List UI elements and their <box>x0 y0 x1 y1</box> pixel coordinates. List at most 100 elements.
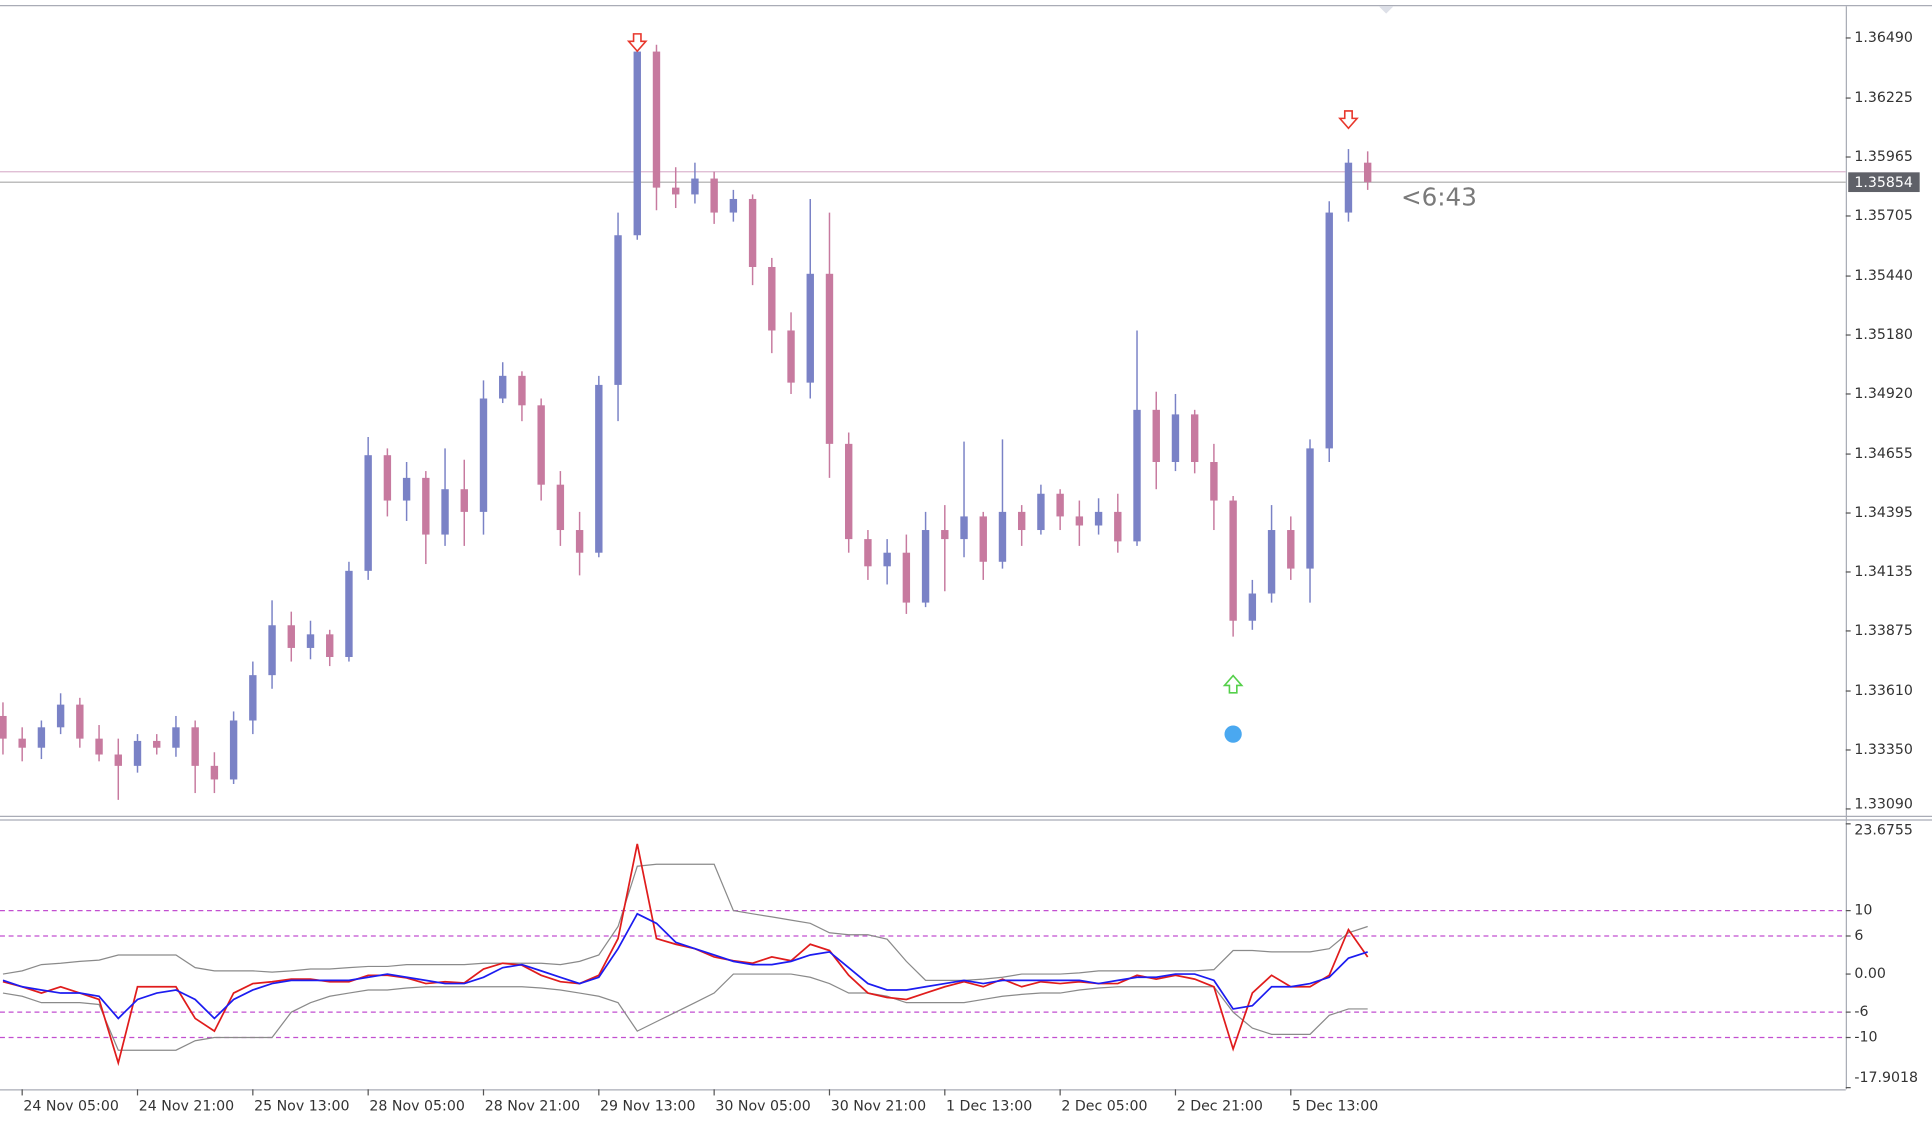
candle-body <box>652 51 661 188</box>
candle-body <box>902 552 911 603</box>
y-tick-label: 1.34135 <box>1854 564 1913 580</box>
candle-body <box>402 477 411 501</box>
candle-body <box>383 455 392 501</box>
candle-body <box>1267 530 1276 594</box>
y-tick-label: 1.36490 <box>1854 30 1913 46</box>
candle-body <box>76 704 84 739</box>
candle-body <box>1229 500 1237 621</box>
candle-body <box>499 375 507 399</box>
x-tick-label: 28 Nov 21:00 <box>485 1099 580 1115</box>
candle-body <box>825 273 834 444</box>
x-tick-label: 25 Nov 13:00 <box>254 1099 349 1115</box>
candle-body <box>941 530 949 540</box>
y-tick-label: 6 <box>1854 928 1863 944</box>
candle-body <box>556 484 565 531</box>
candle-body <box>672 187 680 195</box>
indicator-line <box>2 973 1368 1051</box>
candle-body <box>1190 414 1199 463</box>
candle-body <box>345 570 353 658</box>
y-tick-label: 1.34395 <box>1854 505 1913 521</box>
candle-body <box>614 235 622 385</box>
candle-body <box>18 738 26 748</box>
y-tick-label: 0.00 <box>1854 966 1886 982</box>
candle-body <box>1363 162 1372 183</box>
candle-body <box>306 634 315 648</box>
y-tick-label: 23.6755 <box>1854 823 1913 839</box>
candle-body <box>441 489 449 535</box>
x-tick-label: 1 Dec 13:00 <box>946 1099 1032 1115</box>
candle-body <box>114 754 122 766</box>
y-tick-label: -6 <box>1854 1004 1868 1020</box>
candle-body <box>575 530 584 553</box>
bid-label: 1.35854 <box>1854 175 1913 191</box>
y-tick-label: 1.35965 <box>1854 149 1913 165</box>
candle-body <box>1152 409 1160 463</box>
candle-body <box>422 477 430 535</box>
candle-body <box>864 539 872 567</box>
candle-body <box>1210 462 1218 501</box>
candle-body <box>979 516 987 562</box>
x-tick-label: 5 Dec 13:00 <box>1292 1099 1378 1115</box>
candle-body <box>479 398 488 512</box>
candle-body <box>1037 493 1045 531</box>
candle-body <box>0 715 7 739</box>
candle-body <box>518 375 526 406</box>
candle-body <box>691 178 699 195</box>
shift-marker <box>1378 6 1394 14</box>
candle-body <box>768 266 776 331</box>
x-tick-label: 28 Nov 05:00 <box>369 1099 464 1115</box>
candle-body <box>787 330 795 383</box>
candle-body <box>595 384 603 553</box>
candle-body <box>56 704 65 728</box>
x-tick-label: 24 Nov 05:00 <box>23 1099 118 1115</box>
indicator-line <box>2 843 1369 1067</box>
signal-dot <box>1224 725 1242 743</box>
y-tick-label: 1.33610 <box>1854 683 1913 699</box>
signal-arrow <box>626 33 648 53</box>
candle-body <box>1056 493 1064 517</box>
x-tick-label: 30 Nov 21:00 <box>831 1099 926 1115</box>
candle-body <box>1248 593 1257 621</box>
candle-body <box>883 552 891 567</box>
candle-body <box>1325 212 1333 449</box>
candle-body <box>1133 409 1141 542</box>
candle-body <box>1114 511 1122 542</box>
candle-body <box>268 625 276 676</box>
candle-body <box>249 675 257 721</box>
indicator-line <box>2 863 1368 981</box>
candle-body <box>537 405 545 485</box>
y-tick-label: 1.35180 <box>1854 327 1913 343</box>
y-tick-label: 1.36225 <box>1854 90 1913 106</box>
candle-body <box>998 511 1007 562</box>
y-tick-label: 1.33350 <box>1854 742 1913 758</box>
indicator-line <box>2 912 1368 1020</box>
x-tick-label: 2 Dec 21:00 <box>1177 1099 1263 1115</box>
candle-body <box>1171 414 1180 463</box>
y-tick-label: -10 <box>1854 1030 1877 1046</box>
candle-body <box>633 51 641 236</box>
candle-body <box>364 455 372 571</box>
y-tick-label: 1.35440 <box>1854 268 1913 284</box>
candle-body <box>95 738 103 755</box>
bid-label-box <box>1848 172 1920 193</box>
candle-body <box>229 720 238 780</box>
candle-body <box>210 765 219 780</box>
candle-body <box>729 198 738 213</box>
candle-body <box>845 443 853 540</box>
candle-body <box>460 489 468 512</box>
candle-body <box>287 625 295 648</box>
candle-body <box>1017 511 1026 531</box>
bar-timer: <6:43 <box>1401 182 1477 211</box>
candle-body <box>710 178 718 213</box>
signal-arrow <box>1338 110 1359 130</box>
candle-body <box>1075 516 1084 526</box>
x-tick-label: 2 Dec 05:00 <box>1061 1099 1147 1115</box>
y-tick-label: 1.35705 <box>1854 208 1913 224</box>
y-tick-label: 1.33875 <box>1854 623 1913 639</box>
candle-body <box>37 727 46 748</box>
candle-body <box>960 516 968 540</box>
candle-body <box>1287 530 1295 569</box>
